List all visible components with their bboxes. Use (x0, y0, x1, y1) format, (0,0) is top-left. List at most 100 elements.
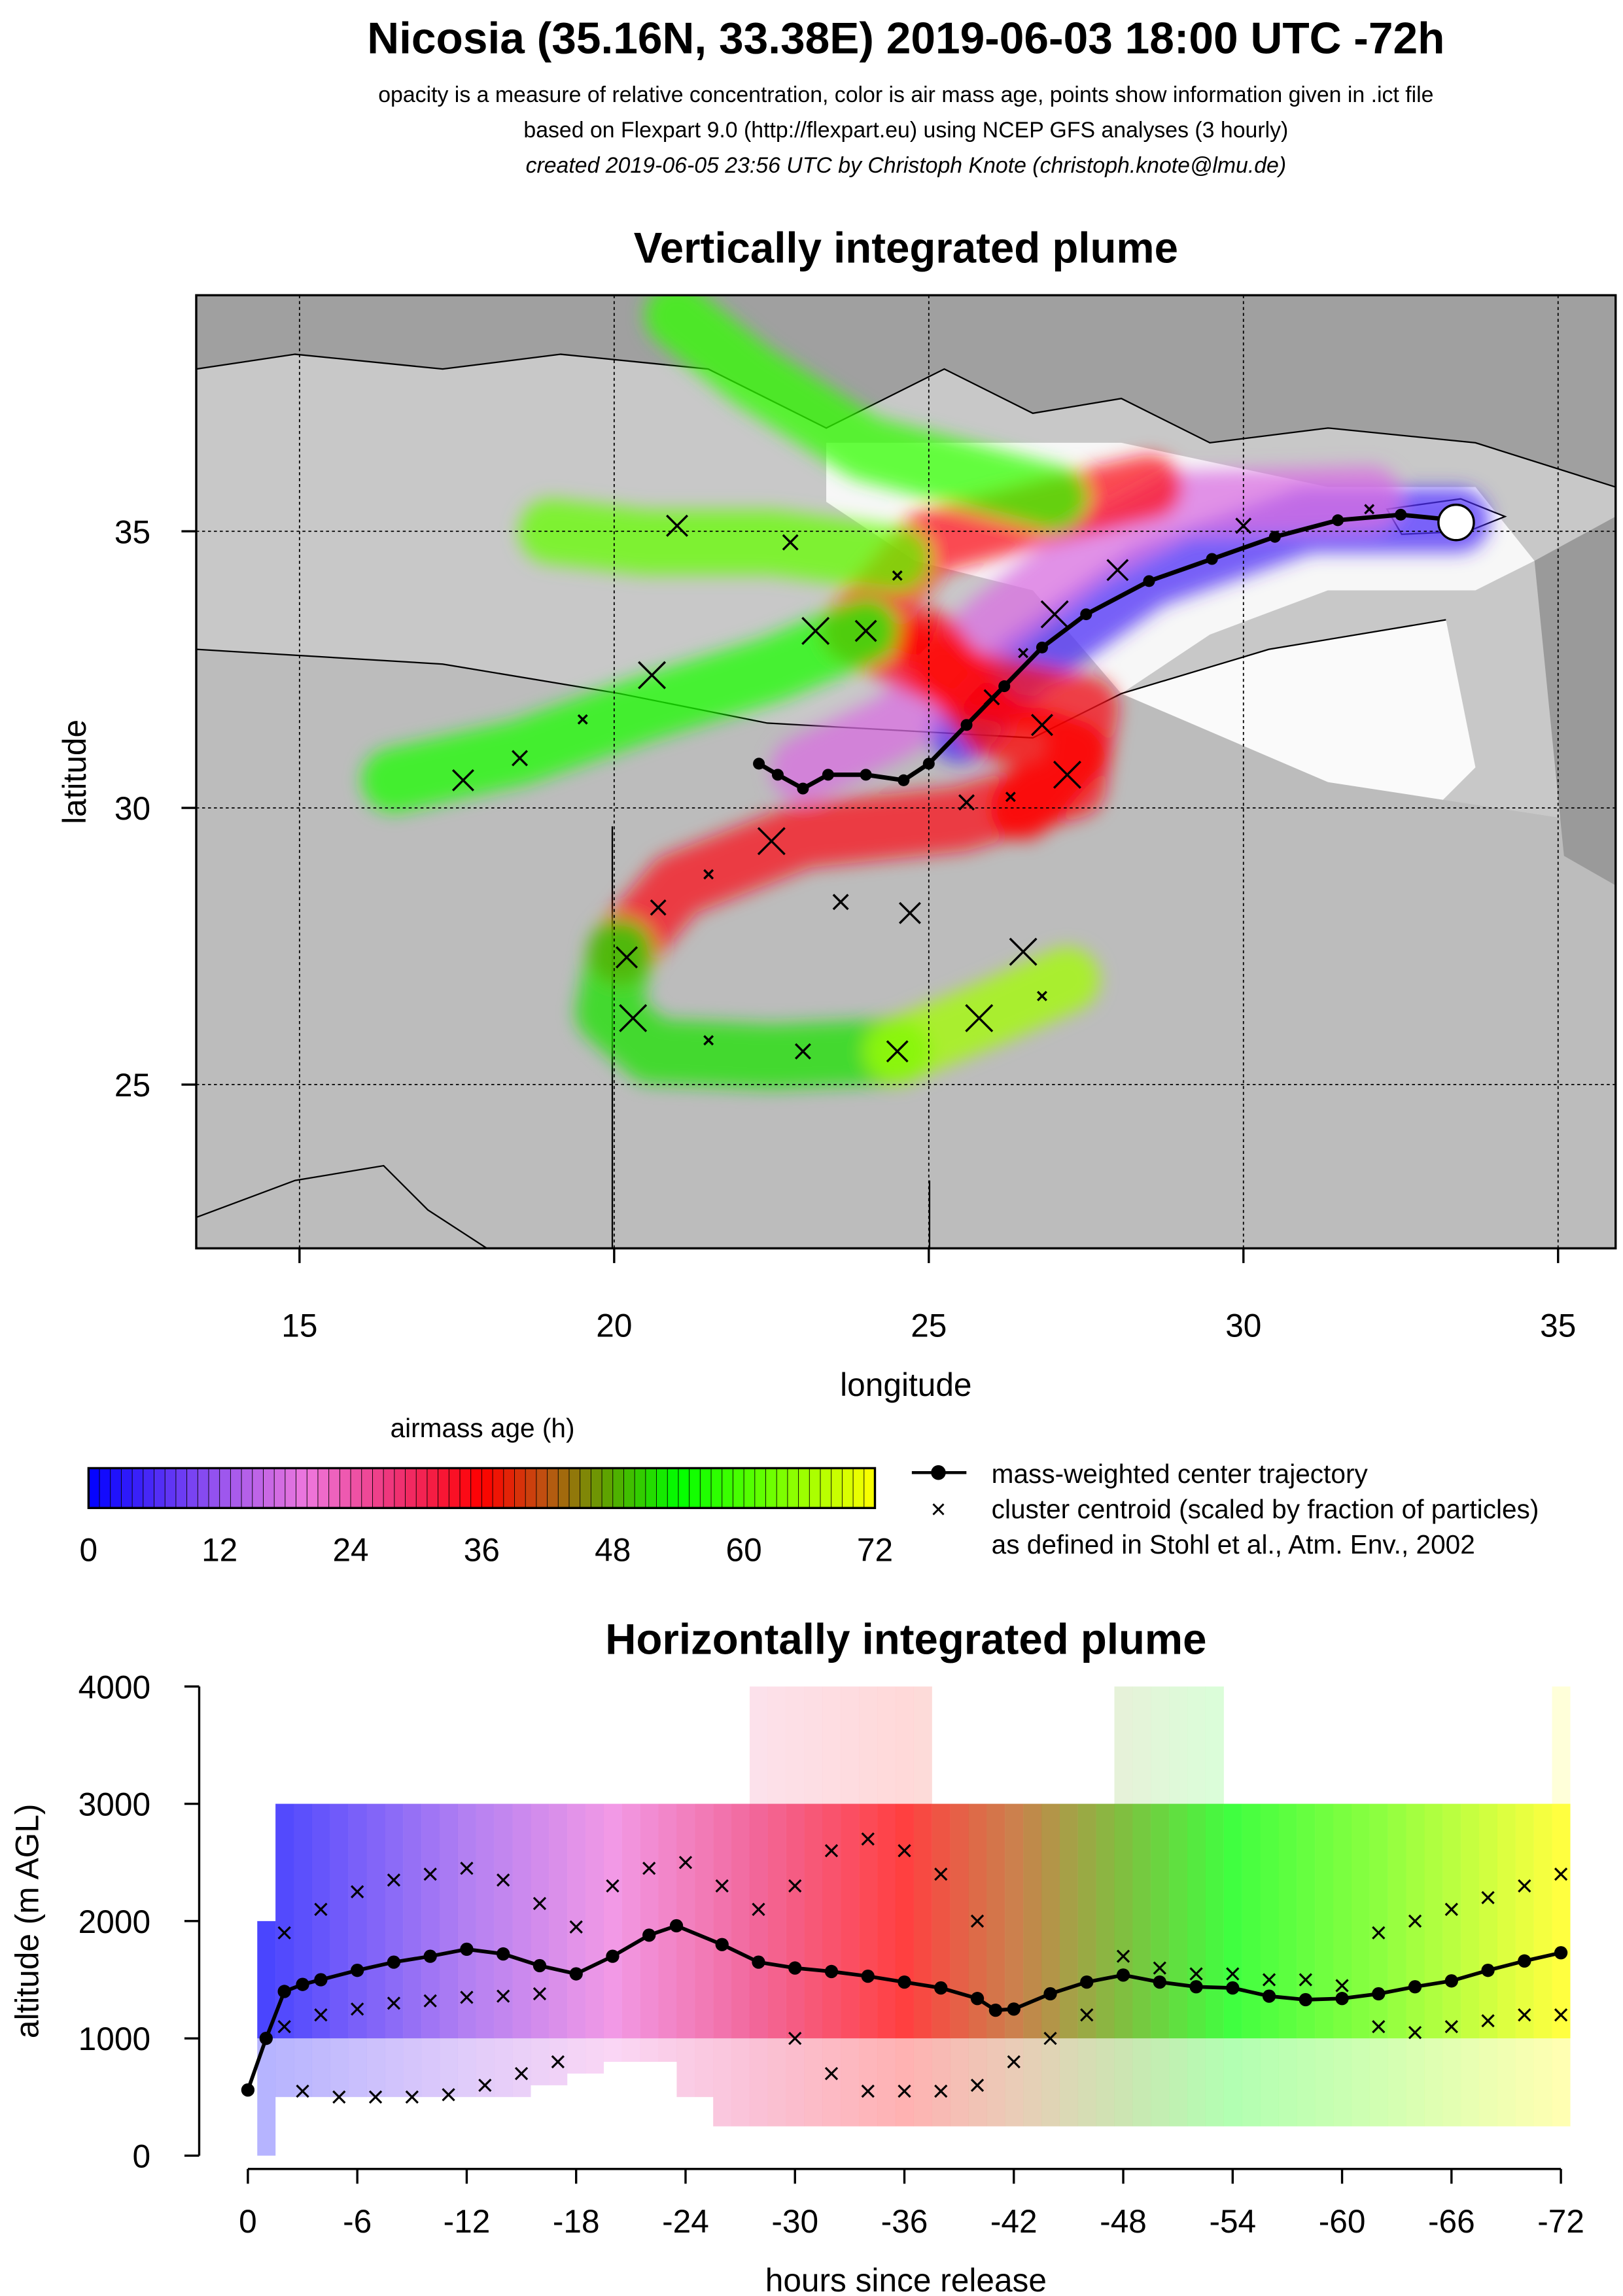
plume-column-core (1005, 1803, 1024, 2039)
colorbar-segment (427, 1467, 439, 1508)
cluster-marker (532, 1896, 547, 1911)
colorbar-segment (339, 1467, 352, 1508)
cluster-marker (387, 1873, 401, 1887)
plume-column-low (1114, 2038, 1133, 2127)
plume-column-core (749, 1803, 768, 2039)
plume-column-core (695, 1803, 714, 2039)
altitude-y-tick-label: 2000 (79, 1904, 150, 1940)
colorbar-segment (99, 1467, 111, 1508)
plume-column-low (621, 2038, 640, 2062)
cluster-marker (351, 1885, 364, 1899)
cluster-marker (854, 619, 877, 642)
colorbar-segment (820, 1467, 832, 1508)
colorbar-segment (273, 1467, 286, 1508)
cluster-marker (824, 2066, 839, 2081)
plume-column-high (1114, 1686, 1133, 1804)
land-north-africa (196, 649, 1616, 1249)
colorbar-segment (186, 1467, 199, 1508)
altitude-x-tick-label: -24 (662, 2203, 709, 2240)
colorbar-segment (383, 1467, 395, 1508)
plume-column-low (1333, 2038, 1352, 2127)
plume-column-core (877, 1803, 896, 2039)
altitude-title: Horizontally integrated plume (605, 1616, 1206, 1663)
plume-column-core (841, 1803, 860, 2039)
plume-column-low (822, 2038, 841, 2127)
trajectory-point (1226, 1981, 1240, 1995)
cluster-marker (1299, 1973, 1312, 1987)
trajectory-point (241, 2083, 255, 2097)
plume-column-low (1059, 2038, 1078, 2127)
trajectory-point (532, 1958, 547, 1973)
colorbar-tick-label: 24 (332, 1532, 368, 1569)
plume-column-low (311, 2038, 330, 2097)
plume-column-core (531, 1803, 550, 2039)
cluster-marker (332, 2090, 346, 2104)
trajectory-point (669, 1919, 684, 1933)
cluster-marker (296, 2084, 309, 2098)
plume-column-low (1187, 2038, 1206, 2127)
plume-column-low (567, 2038, 586, 2074)
cluster-marker (497, 1989, 510, 2003)
cluster-marker (1018, 648, 1029, 659)
subtitle-flexpart: based on Flexpart 9.0 (http://flexpart.e… (523, 118, 1288, 143)
plume-column-low (1132, 2038, 1151, 2127)
colorbar-segment (296, 1467, 308, 1508)
colorbar-segment (623, 1467, 636, 1508)
trajectory-point (898, 1975, 911, 1989)
trajectory-point (423, 1949, 437, 1963)
plume-column-core (457, 1803, 476, 2039)
plume-column-core (621, 1803, 640, 2039)
trajectory-point (642, 1928, 656, 1942)
plume-column-core (1442, 1803, 1461, 2039)
colorbar-tick-label: 48 (595, 1532, 631, 1569)
plume-column-low (1351, 2038, 1370, 2127)
plume-column-core (986, 1803, 1005, 2039)
plume-column-low (385, 2038, 404, 2097)
plume-column-core (311, 1803, 330, 2039)
plume-column-low (767, 2038, 786, 2127)
plume-band (575, 919, 930, 1090)
plume-column-high (877, 1686, 896, 1804)
cluster-marker (788, 1879, 802, 1893)
map-grid (196, 295, 1616, 1249)
cluster-marker (965, 1004, 994, 1033)
subtitle-created: created 2019-06-05 23:56 UTC by Christop… (526, 153, 1287, 178)
plume-column-low (348, 2038, 367, 2097)
cluster-marker (1335, 1979, 1349, 1992)
plume-column-low (968, 2038, 987, 2127)
colorbar-segment (405, 1467, 417, 1508)
cluster-marker (619, 1004, 648, 1033)
colorbar-segment (459, 1467, 472, 1508)
plume-column-low (1387, 2038, 1406, 2127)
colorbar-segment (438, 1467, 450, 1508)
plume-column-core (494, 1803, 513, 2039)
colorbar-segment (448, 1467, 461, 1508)
cluster-marker (666, 514, 689, 537)
plume-column-core (1205, 1803, 1224, 2039)
trajectory-point (1153, 1975, 1166, 1989)
plume-column-low (1424, 2038, 1443, 2127)
plume-column-low (1315, 2038, 1334, 2127)
plume-column-core (767, 1803, 786, 2039)
cluster-marker (1226, 1967, 1240, 1981)
trajectory-point (1518, 1954, 1531, 1968)
colorbar-tick-label: 36 (464, 1532, 500, 1569)
plume-column-core (822, 1803, 841, 2039)
cluster-marker (478, 2078, 492, 2093)
altitude-plume-columns (257, 1686, 1571, 2156)
colorbar-segment (656, 1467, 669, 1508)
colorbar-segment (787, 1467, 799, 1508)
plume-column-low (1278, 2038, 1297, 2127)
plume-column-low (1169, 2038, 1188, 2127)
plume-column-low (1406, 2038, 1425, 2127)
plume-column-low (1461, 2038, 1480, 2127)
colorbar-segment (536, 1467, 548, 1508)
cluster-marker (1554, 1867, 1568, 1881)
trajectory-point (1189, 1980, 1203, 1994)
cluster-marker (650, 899, 667, 916)
plume-column-low (1205, 2038, 1224, 2127)
plume-column-core (275, 1803, 294, 2039)
trajectory-point (1554, 1946, 1568, 1960)
altitude-y-tick-label: 0 (132, 2138, 150, 2175)
plume-column-core (1552, 1803, 1571, 2039)
